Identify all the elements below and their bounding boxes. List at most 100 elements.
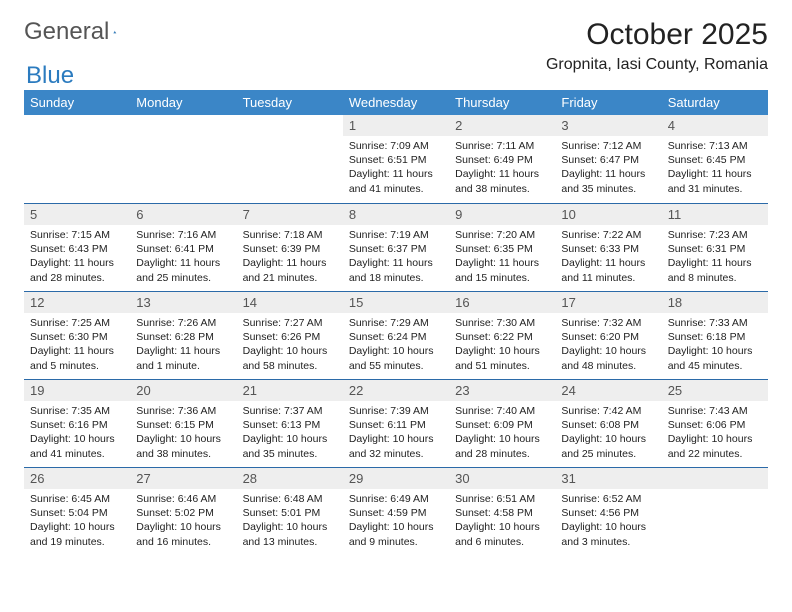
calendar-table: Sunday Monday Tuesday Wednesday Thursday… xyxy=(24,90,768,555)
day-number: 11 xyxy=(662,203,768,225)
calendar-cell: 13Sunrise: 7:26 AMSunset: 6:28 PMDayligh… xyxy=(130,291,236,379)
day-details: Sunrise: 7:23 AMSunset: 6:31 PMDaylight:… xyxy=(662,225,768,289)
calendar-body: 1Sunrise: 7:09 AMSunset: 6:51 PMDaylight… xyxy=(24,115,768,555)
day-details: Sunrise: 7:19 AMSunset: 6:37 PMDaylight:… xyxy=(343,225,449,289)
day-details: Sunrise: 7:32 AMSunset: 6:20 PMDaylight:… xyxy=(555,313,661,377)
calendar-cell: 24Sunrise: 7:42 AMSunset: 6:08 PMDayligh… xyxy=(555,379,661,467)
day-number: 6 xyxy=(130,203,236,225)
day-details: Sunrise: 7:11 AMSunset: 6:49 PMDaylight:… xyxy=(449,136,555,200)
calendar-cell: 7Sunrise: 7:18 AMSunset: 6:39 PMDaylight… xyxy=(237,203,343,291)
calendar-cell: 16Sunrise: 7:30 AMSunset: 6:22 PMDayligh… xyxy=(449,291,555,379)
weekday-header: Tuesday xyxy=(237,90,343,115)
calendar-row: 26Sunrise: 6:45 AMSunset: 5:04 PMDayligh… xyxy=(24,467,768,555)
calendar-cell: 5Sunrise: 7:15 AMSunset: 6:43 PMDaylight… xyxy=(24,203,130,291)
day-details: Sunrise: 7:25 AMSunset: 6:30 PMDaylight:… xyxy=(24,313,130,377)
day-number: 26 xyxy=(24,467,130,489)
day-details: Sunrise: 7:33 AMSunset: 6:18 PMDaylight:… xyxy=(662,313,768,377)
location: Gropnita, Iasi County, Romania xyxy=(546,56,768,74)
day-details: Sunrise: 7:37 AMSunset: 6:13 PMDaylight:… xyxy=(237,401,343,465)
day-number: 29 xyxy=(343,467,449,489)
day-number: 25 xyxy=(662,379,768,401)
calendar-cell: 28Sunrise: 6:48 AMSunset: 5:01 PMDayligh… xyxy=(237,467,343,555)
day-number: 15 xyxy=(343,291,449,313)
calendar-cell: 14Sunrise: 7:27 AMSunset: 6:26 PMDayligh… xyxy=(237,291,343,379)
day-details: Sunrise: 7:42 AMSunset: 6:08 PMDaylight:… xyxy=(555,401,661,465)
day-details: Sunrise: 7:20 AMSunset: 6:35 PMDaylight:… xyxy=(449,225,555,289)
calendar-cell xyxy=(237,115,343,203)
day-number: 4 xyxy=(662,115,768,136)
day-details: Sunrise: 6:49 AMSunset: 4:59 PMDaylight:… xyxy=(343,489,449,553)
day-number: 7 xyxy=(237,203,343,225)
day-number: 24 xyxy=(555,379,661,401)
day-number: 20 xyxy=(130,379,236,401)
calendar-cell xyxy=(662,467,768,555)
day-number: 18 xyxy=(662,291,768,313)
title-block: October 2025 Gropnita, Iasi County, Roma… xyxy=(546,18,768,80)
calendar-cell: 19Sunrise: 7:35 AMSunset: 6:16 PMDayligh… xyxy=(24,379,130,467)
day-number: 12 xyxy=(24,291,130,313)
calendar-row: 19Sunrise: 7:35 AMSunset: 6:16 PMDayligh… xyxy=(24,379,768,467)
weekday-header: Sunday xyxy=(24,90,130,115)
day-number: 31 xyxy=(555,467,661,489)
day-number: 2 xyxy=(449,115,555,136)
weekday-header: Friday xyxy=(555,90,661,115)
day-details: Sunrise: 6:45 AMSunset: 5:04 PMDaylight:… xyxy=(24,489,130,553)
day-details: Sunrise: 7:22 AMSunset: 6:33 PMDaylight:… xyxy=(555,225,661,289)
day-details: Sunrise: 7:43 AMSunset: 6:06 PMDaylight:… xyxy=(662,401,768,465)
day-number: 30 xyxy=(449,467,555,489)
calendar-cell: 23Sunrise: 7:40 AMSunset: 6:09 PMDayligh… xyxy=(449,379,555,467)
logo-text-2: Blue xyxy=(26,62,74,90)
calendar-cell: 12Sunrise: 7:25 AMSunset: 6:30 PMDayligh… xyxy=(24,291,130,379)
calendar-cell: 3Sunrise: 7:12 AMSunset: 6:47 PMDaylight… xyxy=(555,115,661,203)
day-details: Sunrise: 6:51 AMSunset: 4:58 PMDaylight:… xyxy=(449,489,555,553)
calendar-cell: 6Sunrise: 7:16 AMSunset: 6:41 PMDaylight… xyxy=(130,203,236,291)
calendar-cell: 30Sunrise: 6:51 AMSunset: 4:58 PMDayligh… xyxy=(449,467,555,555)
day-details: Sunrise: 7:40 AMSunset: 6:09 PMDaylight:… xyxy=(449,401,555,465)
calendar-cell: 2Sunrise: 7:11 AMSunset: 6:49 PMDaylight… xyxy=(449,115,555,203)
day-number: 28 xyxy=(237,467,343,489)
weekday-header: Wednesday xyxy=(343,90,449,115)
day-number: 8 xyxy=(343,203,449,225)
logo-text-1: General xyxy=(24,18,109,46)
day-details: Sunrise: 7:27 AMSunset: 6:26 PMDaylight:… xyxy=(237,313,343,377)
calendar-row: 1Sunrise: 7:09 AMSunset: 6:51 PMDaylight… xyxy=(24,115,768,203)
day-number: 13 xyxy=(130,291,236,313)
calendar-row: 12Sunrise: 7:25 AMSunset: 6:30 PMDayligh… xyxy=(24,291,768,379)
calendar-cell: 1Sunrise: 7:09 AMSunset: 6:51 PMDaylight… xyxy=(343,115,449,203)
calendar-cell: 20Sunrise: 7:36 AMSunset: 6:15 PMDayligh… xyxy=(130,379,236,467)
calendar-cell xyxy=(24,115,130,203)
calendar-cell: 29Sunrise: 6:49 AMSunset: 4:59 PMDayligh… xyxy=(343,467,449,555)
day-details: Sunrise: 7:09 AMSunset: 6:51 PMDaylight:… xyxy=(343,136,449,200)
day-number: 9 xyxy=(449,203,555,225)
calendar-cell xyxy=(130,115,236,203)
calendar-cell: 26Sunrise: 6:45 AMSunset: 5:04 PMDayligh… xyxy=(24,467,130,555)
day-number: 19 xyxy=(24,379,130,401)
month-title: October 2025 xyxy=(546,18,768,52)
day-details: Sunrise: 7:16 AMSunset: 6:41 PMDaylight:… xyxy=(130,225,236,289)
weekday-header: Thursday xyxy=(449,90,555,115)
calendar-row: 5Sunrise: 7:15 AMSunset: 6:43 PMDaylight… xyxy=(24,203,768,291)
calendar-cell: 17Sunrise: 7:32 AMSunset: 6:20 PMDayligh… xyxy=(555,291,661,379)
day-number: 17 xyxy=(555,291,661,313)
day-number: 14 xyxy=(237,291,343,313)
calendar-cell: 4Sunrise: 7:13 AMSunset: 6:45 PMDaylight… xyxy=(662,115,768,203)
day-details: Sunrise: 7:13 AMSunset: 6:45 PMDaylight:… xyxy=(662,136,768,200)
calendar-cell: 25Sunrise: 7:43 AMSunset: 6:06 PMDayligh… xyxy=(662,379,768,467)
day-number: 16 xyxy=(449,291,555,313)
day-details: Sunrise: 7:39 AMSunset: 6:11 PMDaylight:… xyxy=(343,401,449,465)
day-details: Sunrise: 7:36 AMSunset: 6:15 PMDaylight:… xyxy=(130,401,236,465)
day-details: Sunrise: 7:18 AMSunset: 6:39 PMDaylight:… xyxy=(237,225,343,289)
weekday-header-row: Sunday Monday Tuesday Wednesday Thursday… xyxy=(24,90,768,115)
day-details: Sunrise: 7:12 AMSunset: 6:47 PMDaylight:… xyxy=(555,136,661,200)
calendar-cell: 21Sunrise: 7:37 AMSunset: 6:13 PMDayligh… xyxy=(237,379,343,467)
day-number: 5 xyxy=(24,203,130,225)
weekday-header: Monday xyxy=(130,90,236,115)
day-details: Sunrise: 7:30 AMSunset: 6:22 PMDaylight:… xyxy=(449,313,555,377)
day-number: 21 xyxy=(237,379,343,401)
calendar-cell: 11Sunrise: 7:23 AMSunset: 6:31 PMDayligh… xyxy=(662,203,768,291)
logo: General xyxy=(24,18,135,46)
day-details: Sunrise: 7:29 AMSunset: 6:24 PMDaylight:… xyxy=(343,313,449,377)
calendar-cell: 15Sunrise: 7:29 AMSunset: 6:24 PMDayligh… xyxy=(343,291,449,379)
day-details: Sunrise: 7:35 AMSunset: 6:16 PMDaylight:… xyxy=(24,401,130,465)
logo-sail-icon xyxy=(113,22,117,42)
